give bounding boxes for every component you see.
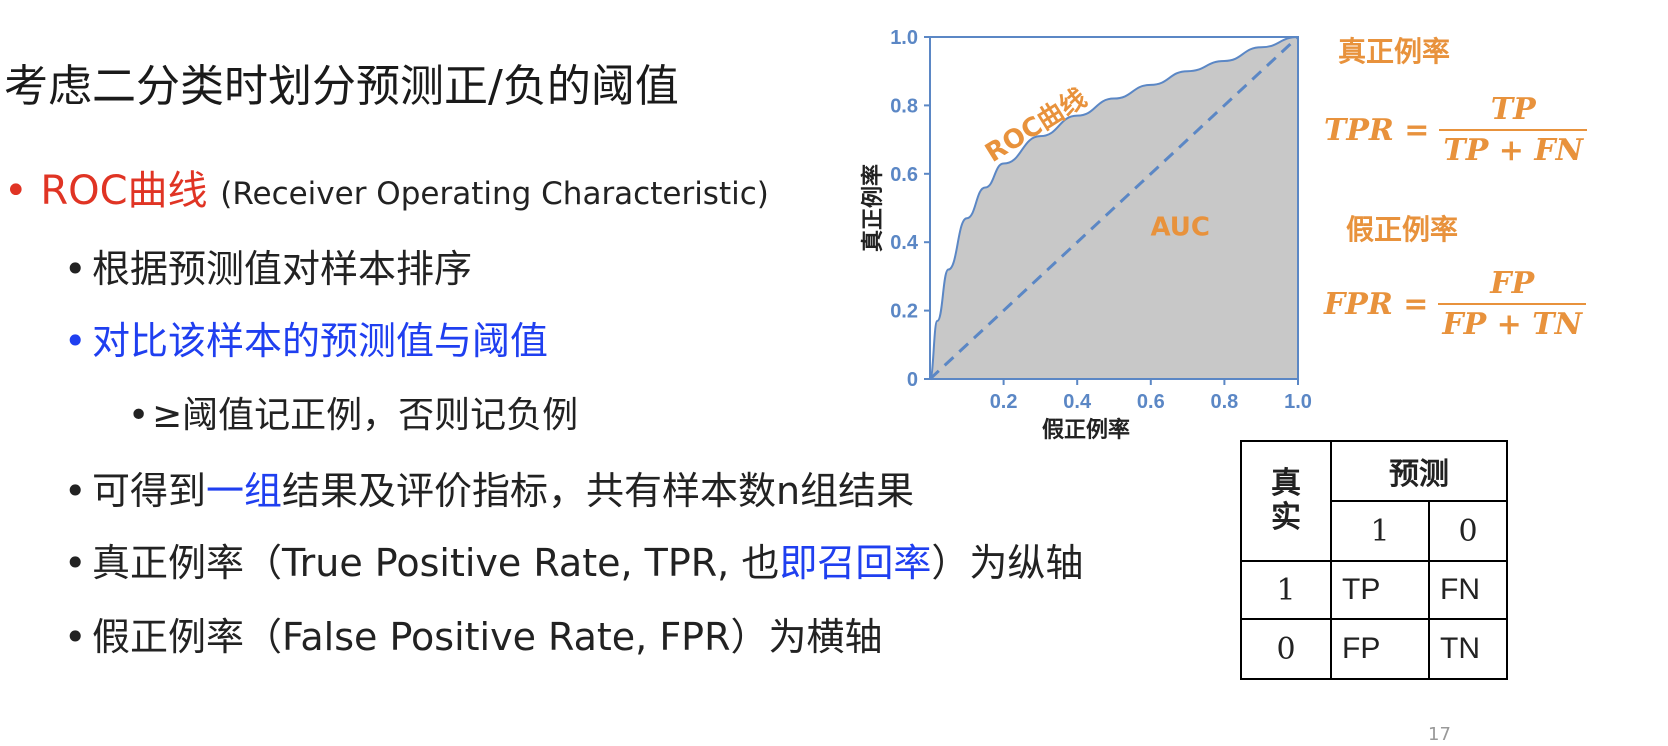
roc-term: ROC曲线 xyxy=(40,168,208,214)
fraction: FP FP + TN xyxy=(1438,266,1587,342)
fpr-formula: FPR = FP FP + TN xyxy=(1324,266,1587,342)
y-tick-label: 1.0 xyxy=(890,27,918,49)
bullet-compare: • 对比该样本的预测值与阈值 xyxy=(64,310,548,365)
col-header-predicted: 预测 xyxy=(1330,440,1508,502)
bullet-text: 对比该样本的预测值与阈值 xyxy=(92,319,549,363)
numerator: FP xyxy=(1490,266,1535,301)
row-label: 0 xyxy=(1240,618,1332,680)
fpr-title: 假正例率 xyxy=(1346,213,1459,246)
denominator: FP + TN xyxy=(1438,303,1587,342)
bullet-results: • 可得到一组结果及评价指标，共有样本数n组结果 xyxy=(64,460,914,515)
formula-lhs: FPR = xyxy=(1324,286,1429,322)
x-tick-label: 0.2 xyxy=(990,391,1018,413)
auc-label: AUC xyxy=(1150,212,1210,242)
bullet-text: ≥阈值记正例，否则记负例 xyxy=(152,395,579,436)
confusion-matrix: 真实 预测 1 0 1 TP FN 0 FP TN xyxy=(1240,440,1508,680)
bullet-threshold-rule: •≥阈值记正例，否则记负例 xyxy=(128,386,578,438)
x-axis-label: 假正例率 xyxy=(1042,417,1130,443)
bullet-dot: • xyxy=(128,395,150,436)
row-label: 1 xyxy=(1240,560,1332,620)
cell-fp: FP xyxy=(1330,618,1430,680)
x-tick-label: 1.0 xyxy=(1284,391,1312,413)
plot-frame xyxy=(929,36,1299,380)
col-value: 0 xyxy=(1428,500,1508,562)
fraction: TP TP + FN xyxy=(1439,92,1588,168)
y-tick-label: 0.4 xyxy=(890,232,919,254)
y-tick-label: 0.6 xyxy=(890,164,918,186)
bullet-dot: • xyxy=(64,541,87,585)
numerator: TP xyxy=(1490,92,1536,127)
y-axis-label: 真正例率 xyxy=(860,164,886,252)
random-baseline-line xyxy=(928,35,1300,381)
roc-chart: 00.20.40.60.81.00.2 0.4 0.6 0.8 1.0假正例率真正例率R… xyxy=(860,27,1312,443)
tpr-formula: TPR = TP TP + FN xyxy=(1324,92,1588,168)
x-tick-label: 0.4 xyxy=(1063,391,1092,413)
page-number: 17 xyxy=(1428,724,1451,745)
cell-tp: TP xyxy=(1330,560,1430,620)
y-tick-label: 0 xyxy=(907,369,918,391)
bullet-tpr: • 真正例率（True Positive Rate, TPR, 也即召回率）为纵轴 xyxy=(64,532,1083,587)
bullet-highlight: 一组 xyxy=(206,469,283,513)
cell-fn: FN xyxy=(1428,560,1508,620)
row-header-actual: 真实 xyxy=(1240,440,1332,562)
roc-english: (Receiver Operating Characteristic) xyxy=(220,176,769,212)
col-value: 1 xyxy=(1330,500,1430,562)
bullet-dot: • xyxy=(64,319,87,363)
formula-lhs: TPR = xyxy=(1324,112,1430,148)
x-tick-label: 0.6 xyxy=(1137,391,1165,413)
tpr-title: 真正例率 xyxy=(1338,35,1451,68)
bullet-dot: • xyxy=(64,247,87,291)
cell-tn: TN xyxy=(1428,618,1508,680)
bullet-dot: • xyxy=(64,469,87,513)
bullet-sort: • 根据预测值对样本排序 xyxy=(64,238,472,293)
x-tick-label: 0.8 xyxy=(1210,391,1238,413)
bullet-text: 真正例率（True Positive Rate, TPR, 也 xyxy=(92,541,780,585)
bullet-dot: • xyxy=(64,615,87,659)
bullet-text: 可得到 xyxy=(92,469,207,513)
row-header-text: 真实 xyxy=(1271,465,1301,535)
bullet-text: 根据预测值对样本排序 xyxy=(92,247,473,291)
bullet-dot: • xyxy=(4,168,28,214)
y-tick-label: 0.2 xyxy=(890,301,918,323)
bullet-text: ）为纵轴 xyxy=(931,541,1084,585)
y-tick-label: 0.8 xyxy=(890,95,918,117)
roc-curve-line xyxy=(929,36,1299,380)
bullet-text: 假正例率（False Positive Rate, FPR）为横轴 xyxy=(92,615,883,659)
bullet-roc: • ROC曲线 (Receiver Operating Characterist… xyxy=(4,158,769,216)
denominator: TP + FN xyxy=(1439,129,1588,168)
bullet-fpr: • 假正例率（False Positive Rate, FPR）为横轴 xyxy=(64,606,883,661)
bullet-text: 结果及评价指标，共有样本数n组结果 xyxy=(282,469,915,513)
slide-title: 考虑二分类时划分预测正/负的阈值 xyxy=(4,61,679,112)
bullet-highlight: 即召回率 xyxy=(779,541,932,585)
